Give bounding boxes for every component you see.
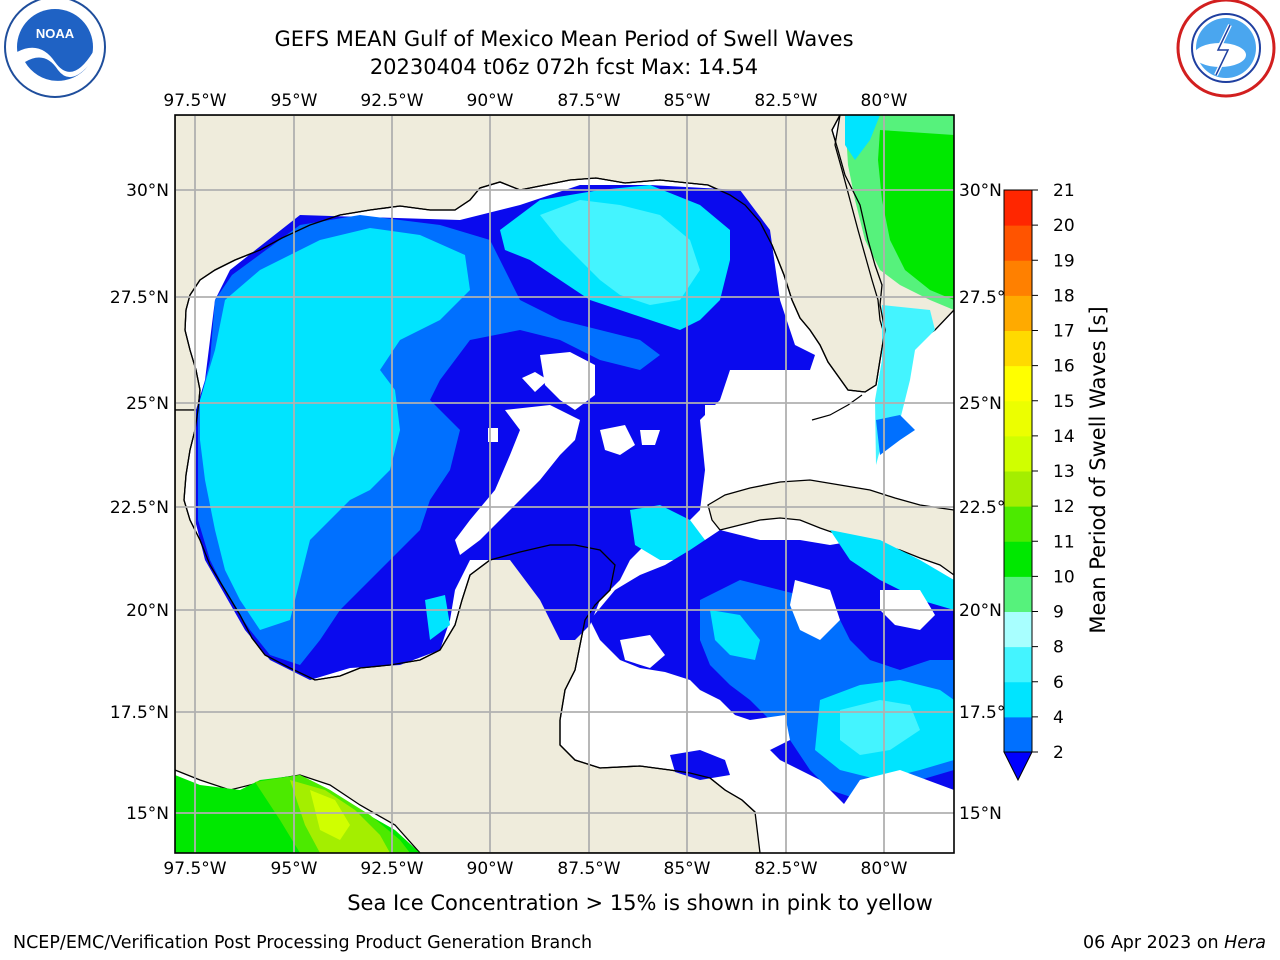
lon-tick-top: 95°W bbox=[271, 91, 318, 111]
lon-tick-top: 85°W bbox=[664, 91, 711, 111]
lat-tick-right: 15°N bbox=[959, 804, 1002, 824]
lon-tick-bottom: 80°W bbox=[861, 859, 908, 879]
noaa-logo: NOAA bbox=[4, 0, 106, 98]
colorbar-segment bbox=[1004, 576, 1032, 612]
colorbar-segment bbox=[1004, 435, 1032, 472]
colorbar-tick-label: 18 bbox=[1053, 286, 1075, 306]
colorbar-tick-label: 2 bbox=[1053, 743, 1064, 763]
colorbar-segment bbox=[1004, 190, 1032, 226]
lat-tick-right: 27.5°N bbox=[959, 288, 1018, 308]
lon-tick-top: 92.5°W bbox=[360, 91, 423, 111]
map-frame bbox=[174, 114, 955, 854]
lon-tick-bottom: 92.5°W bbox=[360, 859, 423, 879]
lat-tick-left: 27.5°N bbox=[110, 288, 169, 308]
lat-tick-right: 20°N bbox=[959, 601, 1002, 621]
colorbar-segment bbox=[1004, 681, 1032, 718]
lat-ticks-left: 30°N 27.5°N 25°N 22.5°N 20°N 17.5°N 15°N bbox=[110, 181, 169, 824]
colorbar-tick-label: 12 bbox=[1053, 497, 1075, 517]
colorbar-tick-label: 17 bbox=[1053, 322, 1075, 342]
colorbar-segment bbox=[1004, 716, 1032, 753]
lat-tick-left: 17.5°N bbox=[110, 703, 169, 723]
lat-tick-left: 22.5°N bbox=[110, 498, 169, 518]
lon-tick-bottom: 82.5°W bbox=[754, 859, 817, 879]
footer-host: Hera bbox=[1224, 933, 1266, 953]
colorbar-segment bbox=[1004, 506, 1032, 542]
colorbar-tick-label: 16 bbox=[1053, 357, 1075, 377]
lon-tick-bottom: 95°W bbox=[271, 859, 318, 879]
colorbar-segment bbox=[1004, 400, 1032, 437]
nws-logo bbox=[1176, 0, 1276, 98]
colorbar-tick-label: 8 bbox=[1053, 638, 1064, 658]
colorbar-tick-label: 11 bbox=[1053, 532, 1075, 552]
lon-tick-bottom: 87.5°W bbox=[557, 859, 620, 879]
colorbar-segment bbox=[1004, 330, 1032, 367]
lat-tick-right: 22.5°N bbox=[959, 498, 1018, 518]
chart-subtitle: 20230404 t06z 072h fcst Max: 14.54 bbox=[369, 55, 759, 79]
colorbar-segment bbox=[1004, 611, 1032, 648]
lon-tick-top: 80°W bbox=[861, 91, 908, 111]
colorbar-tick-label: 6 bbox=[1053, 673, 1064, 693]
footer-date: 06 Apr 2023 on Hera bbox=[1083, 933, 1266, 953]
colorbar-tick-label: 9 bbox=[1053, 603, 1064, 623]
lon-ticks-bottom: 97.5°W 95°W 92.5°W 90°W 87.5°W 85°W 82.5… bbox=[163, 859, 907, 879]
swell-field-atlantic bbox=[845, 115, 954, 465]
lat-tick-right: 30°N bbox=[959, 181, 1002, 201]
lat-tick-right: 25°N bbox=[959, 394, 1002, 414]
colorbar-segment bbox=[1004, 295, 1032, 331]
colorbar-tick-label: 10 bbox=[1053, 567, 1075, 587]
lat-tick-left: 20°N bbox=[126, 601, 169, 621]
colorbar: 2 4 6 8 9 10 11 12 13 14 15 16 17 18 19 20 21 bbox=[1003, 181, 1075, 782]
colorbar-tick-label: 21 bbox=[1053, 181, 1075, 201]
colorbar-tick-label: 4 bbox=[1053, 708, 1064, 728]
colorbar-extend-arrow bbox=[1003, 751, 1033, 782]
colorbar-segment bbox=[1004, 646, 1032, 683]
colorbar-segment bbox=[1004, 225, 1032, 261]
lat-tick-right: 17.5°N bbox=[959, 703, 1018, 723]
lat-tick-left: 15°N bbox=[126, 804, 169, 824]
lon-tick-bottom: 97.5°W bbox=[163, 859, 226, 879]
colorbar-segment bbox=[1004, 541, 1032, 577]
lon-tick-top: 90°W bbox=[467, 91, 514, 111]
map-area bbox=[175, 115, 954, 853]
colorbar-tick-label: 20 bbox=[1053, 216, 1075, 236]
colorbar-tick-label: 19 bbox=[1053, 251, 1075, 271]
lat-tick-left: 25°N bbox=[126, 394, 169, 414]
noaa-logo-text: NOAA bbox=[36, 26, 75, 41]
swell-field-gulf bbox=[195, 185, 815, 680]
chart-title: GEFS MEAN Gulf of Mexico Mean Period of … bbox=[274, 27, 854, 51]
lat-ticks-right: 30°N 27.5°N 25°N 22.5°N 20°N 17.5°N 15°N bbox=[959, 181, 1018, 824]
lon-tick-top: 87.5°W bbox=[557, 91, 620, 111]
colorbar-segment bbox=[1004, 365, 1032, 402]
land-cuba bbox=[707, 479, 954, 576]
lon-tick-top: 97.5°W bbox=[163, 91, 226, 111]
colorbar-label: Mean Period of Swell Waves [s] bbox=[1086, 306, 1110, 633]
colorbar-segment bbox=[1004, 260, 1032, 296]
colorbar-tick-label: 13 bbox=[1053, 462, 1075, 482]
lon-tick-bottom: 85°W bbox=[664, 859, 711, 879]
sea-ice-note: Sea Ice Concentration > 15% is shown in … bbox=[347, 891, 933, 915]
footer-credit: NCEP/EMC/Verification Post Processing Pr… bbox=[13, 933, 593, 953]
colorbar-tick-label: 14 bbox=[1053, 427, 1075, 447]
lon-tick-bottom: 90°W bbox=[467, 859, 514, 879]
colorbar-tick-label: 15 bbox=[1053, 392, 1075, 412]
map-gridlines bbox=[175, 115, 954, 853]
footer-date-text: 06 Apr 2023 on bbox=[1083, 933, 1225, 953]
lat-tick-left: 30°N bbox=[126, 181, 169, 201]
colorbar-segment bbox=[1004, 471, 1032, 507]
lon-tick-top: 82.5°W bbox=[754, 91, 817, 111]
lon-ticks-top: 97.5°W 95°W 92.5°W 90°W 87.5°W 85°W 82.5… bbox=[163, 91, 907, 111]
